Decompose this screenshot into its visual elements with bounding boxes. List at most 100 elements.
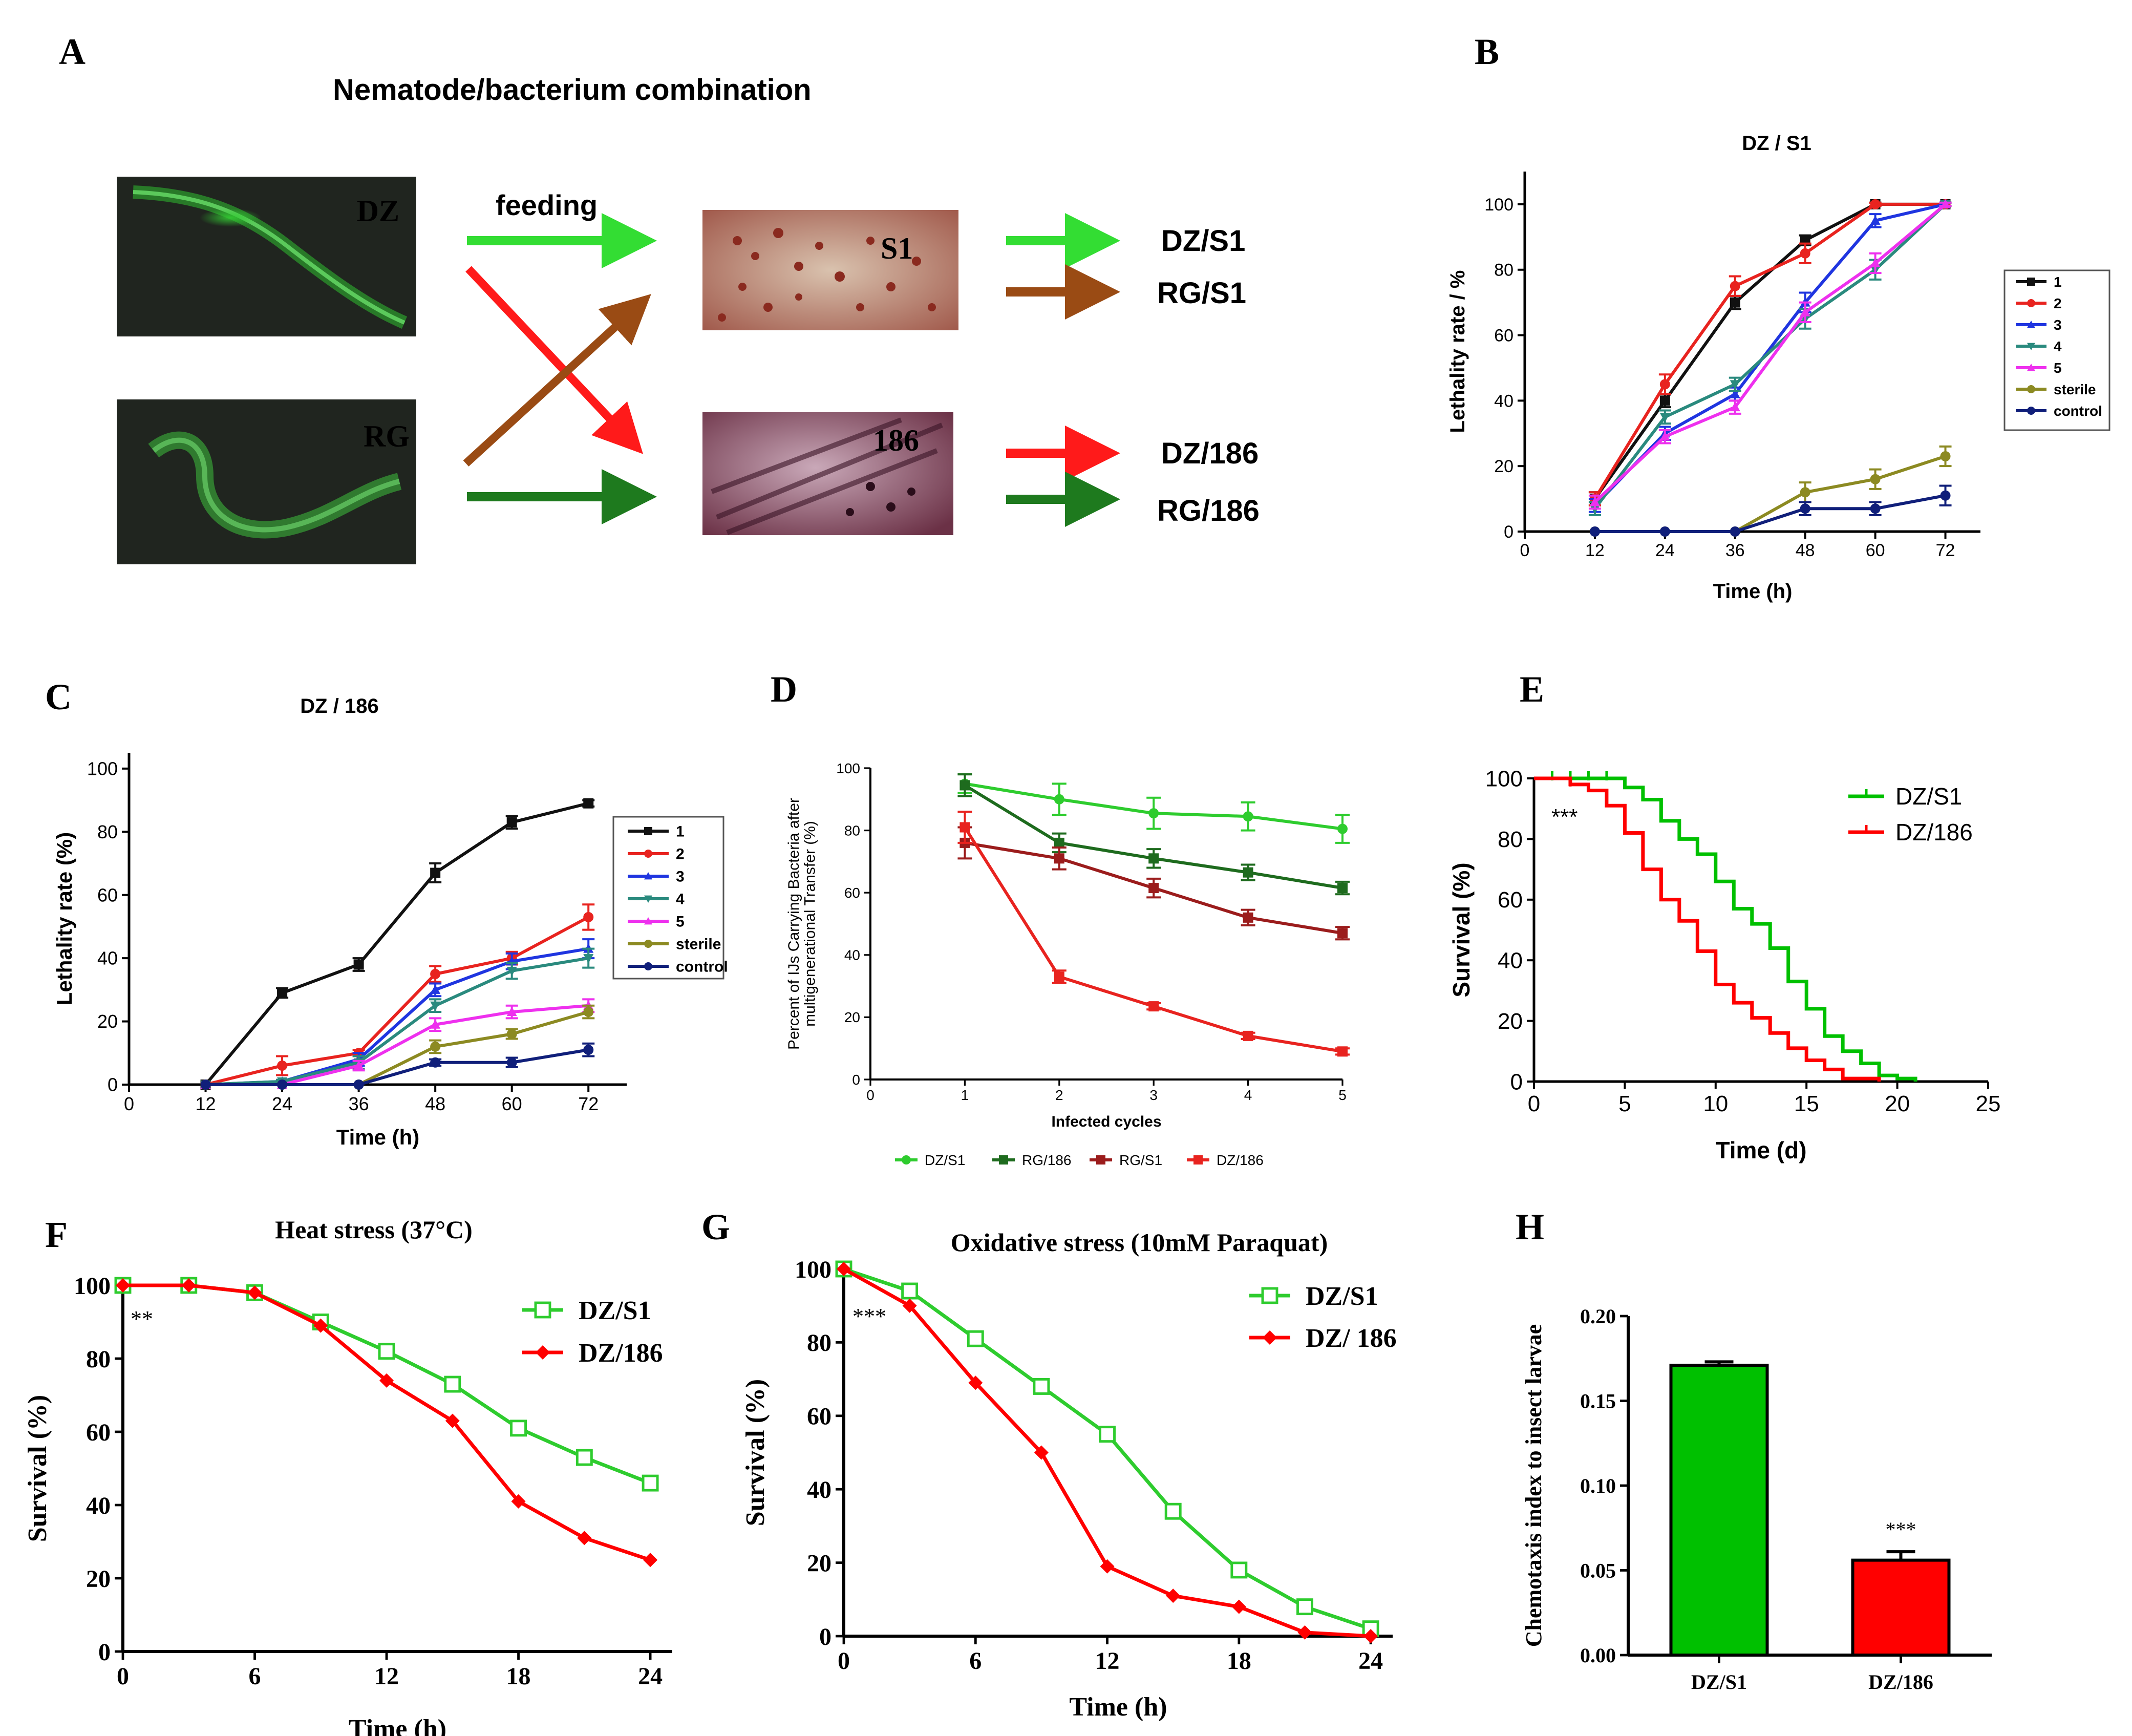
- panel-g-series-dz-s1-point: [1230, 1561, 1248, 1579]
- panel-f-y-tick-label: 60: [86, 1419, 111, 1446]
- panel-b-legend-5-label: 5: [2054, 360, 2062, 376]
- panel-f-x-label: Time (h): [349, 1714, 446, 1736]
- panel-d-legend-dz-s1-label: DZ/S1: [925, 1152, 965, 1168]
- panel-g-y-tick-label: 60: [807, 1403, 832, 1430]
- panel-d-series-dz-s1-point: [1054, 794, 1064, 805]
- panel-f-y-tick-label: 80: [86, 1346, 111, 1373]
- panel-e-survival-chart: 0 20 40 60 80 100 0 5 10 15 20 25 Time (d) Survival (…: [1448, 766, 2000, 1163]
- panel-e-y-label: Survival (%): [1448, 862, 1475, 997]
- panel-c-legend-sterile-label: sterile: [676, 936, 721, 953]
- combo-rg-s1: RG/S1: [1157, 277, 1246, 310]
- panel-d-y-tick-label: 40: [844, 947, 860, 963]
- panel-f-legend-dz-s1-label: DZ/S1: [579, 1296, 651, 1325]
- panel-b-legend-4-marker: [2027, 343, 2035, 350]
- panel-b-series-control-point: [1730, 526, 1740, 537]
- panel-b-legend-2-label: 2: [2054, 295, 2062, 311]
- panel-f-legend-dz-s1-marker: [534, 1301, 551, 1319]
- panel-b-series-1-point: [1730, 297, 1740, 308]
- panel-f-series-dz-186-point: [643, 1553, 658, 1568]
- panel-b-series-5-point: [1870, 258, 1881, 267]
- panel-d-legend-dz-186-label: DZ/186: [1217, 1152, 1264, 1168]
- panel-f-series-dz-186-line: [123, 1283, 651, 1562]
- panel-d-x-tick-label: 4: [1244, 1087, 1252, 1103]
- panel-c-series-4-point: [506, 966, 517, 976]
- arrow-rg-to-s1: [463, 294, 651, 467]
- panel-d-x-tick-label: 5: [1338, 1087, 1347, 1103]
- panel-g-series-dz-186-point: [968, 1375, 983, 1390]
- panel-e-y-tick-label: 80: [1498, 827, 1523, 852]
- panel-g-series-dz-186-point: [837, 1262, 851, 1276]
- panel-d-series-rg-186-point: [1148, 853, 1159, 864]
- panel-b-y-tick-label: 0: [1504, 522, 1513, 542]
- panel-d-x-tick-label: 1: [961, 1087, 969, 1103]
- panel-c-series-sterile-point: [430, 1041, 441, 1052]
- panel-d-series-rg-s1-point: [1337, 928, 1348, 939]
- panel-g-series-dz-186-point: [1100, 1559, 1115, 1574]
- panel-a-diagram: A Nematode/bacterium combination DZ RG f…: [59, 31, 1260, 564]
- panel-b-title: DZ / S1: [1742, 132, 1811, 155]
- panel-c-x-tick-label: 36: [349, 1093, 369, 1114]
- panel-d-series-dz-186-point: [1054, 971, 1064, 982]
- panel-b-series-5-point: [1940, 199, 1951, 208]
- panel-b-x-tick-label: 36: [1725, 541, 1745, 560]
- panel-b-series-5-point: [1800, 307, 1810, 316]
- nematode-rg-label: RG: [364, 419, 410, 453]
- panel-d-y-label: Percent of IJs Carrying Bacteria after: [785, 798, 802, 1050]
- panel-b-series-sterile-point: [1940, 451, 1951, 462]
- panel-c-legend-1-label: 1: [676, 823, 685, 840]
- panel-c-x-tick-label: 0: [124, 1093, 134, 1114]
- panel-g-series-dz-186-point: [1231, 1599, 1246, 1614]
- panel-d-x-label: Infected cycles: [1051, 1113, 1161, 1130]
- panel-f-title: Heat stress (37°C): [275, 1215, 473, 1244]
- panel-c-legend-3-marker: [644, 872, 652, 880]
- panel-h-bar-dz-186-error-bar: [1886, 1550, 1915, 1560]
- panel-label-d: D: [771, 669, 797, 710]
- panel-g-y-tick-label: 40: [807, 1476, 832, 1504]
- panel-f-x-tick-label: 18: [506, 1663, 531, 1690]
- panel-g-series-dz-s1-point: [1164, 1502, 1182, 1520]
- panel-f-series-dz-186-point: [116, 1278, 130, 1293]
- panel-f-series-dz-s1-point: [510, 1420, 527, 1437]
- panel-c-series-2-line: [205, 916, 589, 1086]
- panel-f-y-label: Survival (%): [23, 1395, 52, 1542]
- panel-b-y-tick-label: 80: [1494, 261, 1513, 280]
- panel-e-x-label: Time (d): [1715, 1137, 1806, 1163]
- panel-d-series-dz-s1-point: [1148, 808, 1159, 819]
- panel-f-x-tick-label: 6: [249, 1663, 261, 1690]
- panel-c-x-tick-label: 12: [196, 1093, 216, 1114]
- panel-d-legend-rg-186-marker: [999, 1155, 1008, 1165]
- panel-c-series-1-point: [430, 867, 441, 878]
- panel-e-x-tick-label: 25: [1976, 1091, 2001, 1116]
- panel-g-series-dz-186-point: [1297, 1625, 1312, 1640]
- panel-c-series-2-point: [277, 1060, 288, 1071]
- panel-e-y-tick-label: 100: [1485, 766, 1523, 791]
- panel-h-y-tick-label: 0.05: [1580, 1559, 1616, 1582]
- panel-d-series-dz-s1-point: [1337, 823, 1348, 834]
- panel-b-series-2-point: [1870, 199, 1881, 209]
- panel-b-x-tick-label: 72: [1936, 541, 1955, 560]
- panel-c-series-4-point: [430, 1001, 441, 1011]
- panel-g-series-dz-s1-point: [1033, 1378, 1050, 1395]
- panel-b-legend-box: [2003, 269, 2110, 431]
- panel-d-legend-rg-186-label: RG/186: [1022, 1152, 1072, 1168]
- panel-label-c: C: [45, 676, 72, 717]
- panel-label-a: A: [59, 31, 86, 72]
- panel-d-series-rg-s1-point: [1054, 853, 1064, 864]
- combo-rg-186: RG/186: [1157, 494, 1260, 527]
- panel-b-series-3-point: [1730, 389, 1740, 398]
- panel-b-legend-5-marker: [2027, 364, 2035, 371]
- panel-g-x-tick-label: 18: [1227, 1647, 1251, 1675]
- panel-f-heat-stress-chart: Heat stress (37°C) 0 20 40 60 80 100 0 6 12 18 24 Ti…: [23, 1215, 672, 1736]
- panel-g-significance: ***: [852, 1304, 886, 1329]
- panel-b-legend-sterile-label: sterile: [2054, 382, 2096, 397]
- feeding-label: feeding: [496, 189, 598, 221]
- panel-e-legend: DZ/S1 DZ/186: [1848, 783, 1973, 845]
- panel-c-legend-sterile-marker: [644, 940, 652, 948]
- panel-c-legend-5-marker: [644, 917, 652, 925]
- panel-label-f: F: [45, 1214, 68, 1255]
- panel-b-y-tick-label: 100: [1484, 195, 1513, 215]
- panel-c-series-control-point: [353, 1079, 364, 1090]
- panel-d-series-dz-186-point: [1243, 1030, 1253, 1041]
- panel-g-y-label: Survival (%): [741, 1379, 770, 1526]
